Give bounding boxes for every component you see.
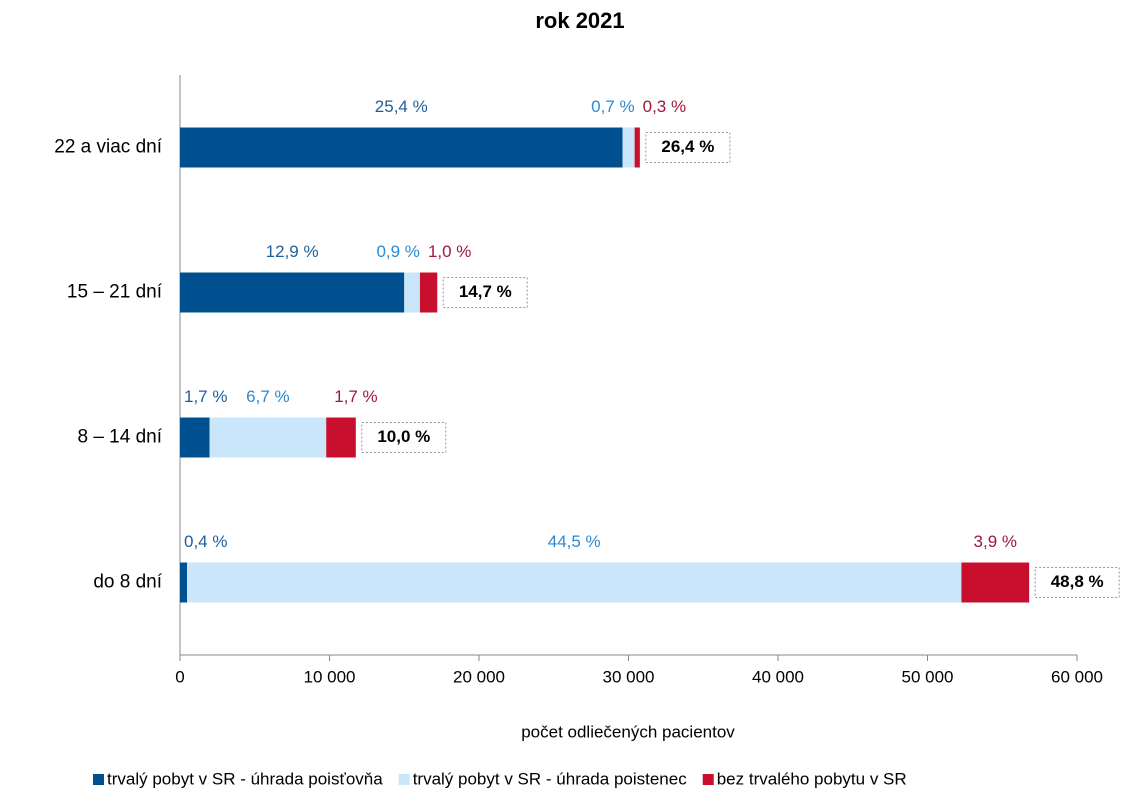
bar-segment bbox=[622, 127, 635, 168]
data-label: 0,4 % bbox=[184, 532, 227, 551]
total-label: 14,7 % bbox=[459, 282, 512, 301]
data-label: 0,9 % bbox=[376, 242, 419, 261]
total-box bbox=[361, 422, 447, 453]
bar-segment bbox=[187, 562, 962, 603]
x-tick-label: 50 000 bbox=[902, 667, 954, 686]
legend-swatch bbox=[93, 774, 104, 785]
data-label: 6,7 % bbox=[246, 387, 289, 406]
data-label: 1,7 % bbox=[334, 387, 377, 406]
x-tick-label: 20 000 bbox=[453, 667, 505, 686]
total-box bbox=[1034, 567, 1120, 598]
total-label: 10,0 % bbox=[377, 427, 430, 446]
data-label: 1,0 % bbox=[428, 242, 471, 261]
bar-segment bbox=[180, 562, 188, 603]
x-tick-label: 60 000 bbox=[1051, 667, 1103, 686]
legend-swatch bbox=[702, 774, 714, 785]
data-label: 1,7 % bbox=[184, 387, 227, 406]
y-tick-label: do 8 dní bbox=[93, 572, 162, 593]
x-tick-label: 30 000 bbox=[603, 667, 655, 686]
bar-segment bbox=[180, 272, 405, 313]
data-label: 44,5 % bbox=[548, 532, 601, 551]
bar-segment bbox=[404, 272, 420, 313]
bar-segment bbox=[634, 127, 640, 168]
bar-segment bbox=[961, 562, 1030, 603]
bar-segment bbox=[419, 272, 438, 313]
y-tick-label: 15 – 21 dní bbox=[67, 282, 163, 303]
x-tick-label: 10 000 bbox=[304, 667, 356, 686]
y-tick-label: 8 – 14 dní bbox=[77, 427, 162, 448]
total-box bbox=[645, 132, 731, 163]
bar-segment bbox=[180, 417, 210, 458]
legend-swatch bbox=[398, 774, 410, 785]
data-label: 25,4 % bbox=[375, 97, 428, 116]
data-label: 12,9 % bbox=[266, 242, 319, 261]
total-box bbox=[442, 277, 528, 308]
data-label: 3,9 % bbox=[974, 532, 1017, 551]
legend-label: trvalý pobyt v SR - úhrada poisťovňa bbox=[107, 769, 383, 788]
legend-label: bez trvalého pobytu v SR bbox=[717, 769, 907, 788]
bar-segment bbox=[209, 417, 327, 458]
total-label: 48,8 % bbox=[1051, 572, 1104, 591]
x-tick-label: 0 bbox=[175, 667, 184, 686]
bar-segment bbox=[180, 127, 623, 168]
x-axis-label: počet odliečených pacientov bbox=[521, 722, 735, 741]
data-label: 0,7 % bbox=[591, 97, 634, 116]
total-label: 26,4 % bbox=[661, 137, 714, 156]
x-tick-label: 40 000 bbox=[752, 667, 804, 686]
y-tick-label: 22 a viac dní bbox=[54, 137, 162, 158]
bar-segment bbox=[326, 417, 356, 458]
legend-label: trvalý pobyt v SR - úhrada poistenec bbox=[413, 769, 688, 788]
data-label: 0,3 % bbox=[643, 97, 686, 116]
chart-title: rok 2021 bbox=[535, 8, 624, 33]
